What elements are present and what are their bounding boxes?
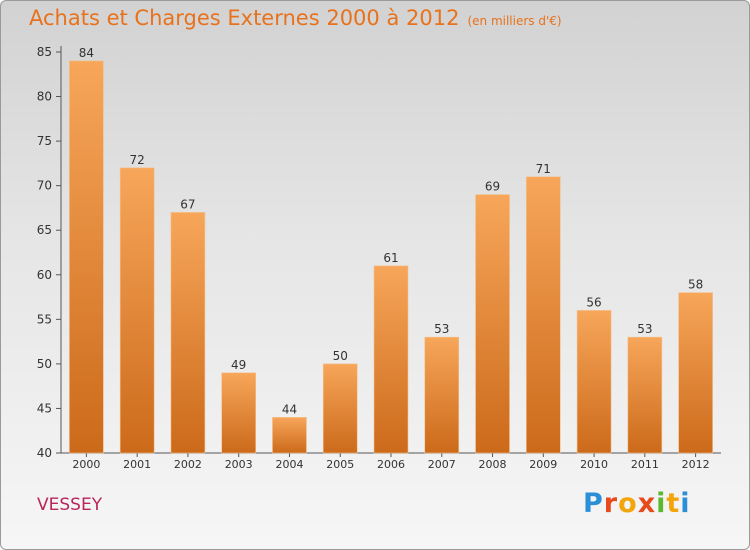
data-label: 69 [485, 180, 500, 194]
data-label: 61 [383, 251, 398, 265]
bar [576, 310, 612, 454]
proxiti-logo[interactable]: Proxiti [583, 488, 691, 519]
bar [678, 292, 713, 454]
data-label: 71 [536, 162, 551, 176]
bar [373, 265, 409, 454]
y-tick-label: 45 [37, 401, 52, 415]
x-tick-label: 2003 [225, 458, 253, 471]
data-label: 53 [637, 322, 652, 336]
data-label: 67 [180, 197, 195, 211]
chart-labels: 2000 84 2001 72 2002 67 2003 49 2004 44 2005 50 2006… [72, 46, 709, 471]
data-label: 58 [688, 278, 703, 292]
x-tick-label: 2010 [580, 458, 608, 471]
data-label: 56 [586, 295, 601, 309]
bar [627, 336, 663, 454]
y-tick-label: 50 [37, 357, 52, 371]
chart-axes: 40 45 50 55 60 65 70 75 80 85 [37, 45, 721, 460]
chart-title: Achats et Charges Externes 2000 à 2012 (e… [29, 6, 562, 30]
data-label: 49 [231, 358, 246, 372]
x-tick-label: 2011 [631, 458, 659, 471]
y-tick-label: 65 [37, 223, 52, 237]
y-tick-label: 85 [37, 45, 52, 59]
y-tick-label: 75 [37, 134, 52, 148]
bar [475, 194, 510, 454]
y-tick-label: 40 [37, 446, 52, 460]
x-tick-label: 2005 [326, 458, 354, 471]
data-label: 72 [130, 153, 145, 167]
x-tick-label: 2012 [682, 458, 710, 471]
bar [424, 336, 460, 454]
bar [221, 372, 256, 454]
bar [119, 167, 155, 454]
data-label: 50 [333, 349, 348, 363]
data-label: 53 [434, 322, 449, 336]
y-tick-label: 70 [37, 179, 52, 193]
bar [322, 363, 358, 454]
x-tick-label: 2001 [123, 458, 151, 471]
data-label: 44 [282, 402, 297, 416]
y-tick-label: 80 [37, 90, 52, 104]
y-tick-label: 60 [37, 268, 52, 282]
bar [272, 417, 307, 454]
chart-subtitle: (en milliers d'€) [467, 14, 562, 28]
chart-title-text: Achats et Charges Externes 2000 à 2012 [29, 6, 460, 30]
y-tick-label: 55 [37, 312, 52, 326]
x-tick-label: 2004 [275, 458, 303, 471]
bar [69, 60, 104, 454]
x-tick-label: 2009 [529, 458, 557, 471]
bar [526, 176, 561, 454]
chart-bars [69, 60, 713, 454]
data-label: 84 [79, 46, 94, 60]
x-tick-label: 2000 [72, 458, 100, 471]
x-tick-label: 2008 [479, 458, 507, 471]
x-tick-label: 2002 [174, 458, 202, 471]
commune-name: VESSEY [37, 495, 103, 515]
bar [170, 212, 206, 454]
x-tick-label: 2007 [428, 458, 456, 471]
x-tick-label: 2006 [377, 458, 405, 471]
